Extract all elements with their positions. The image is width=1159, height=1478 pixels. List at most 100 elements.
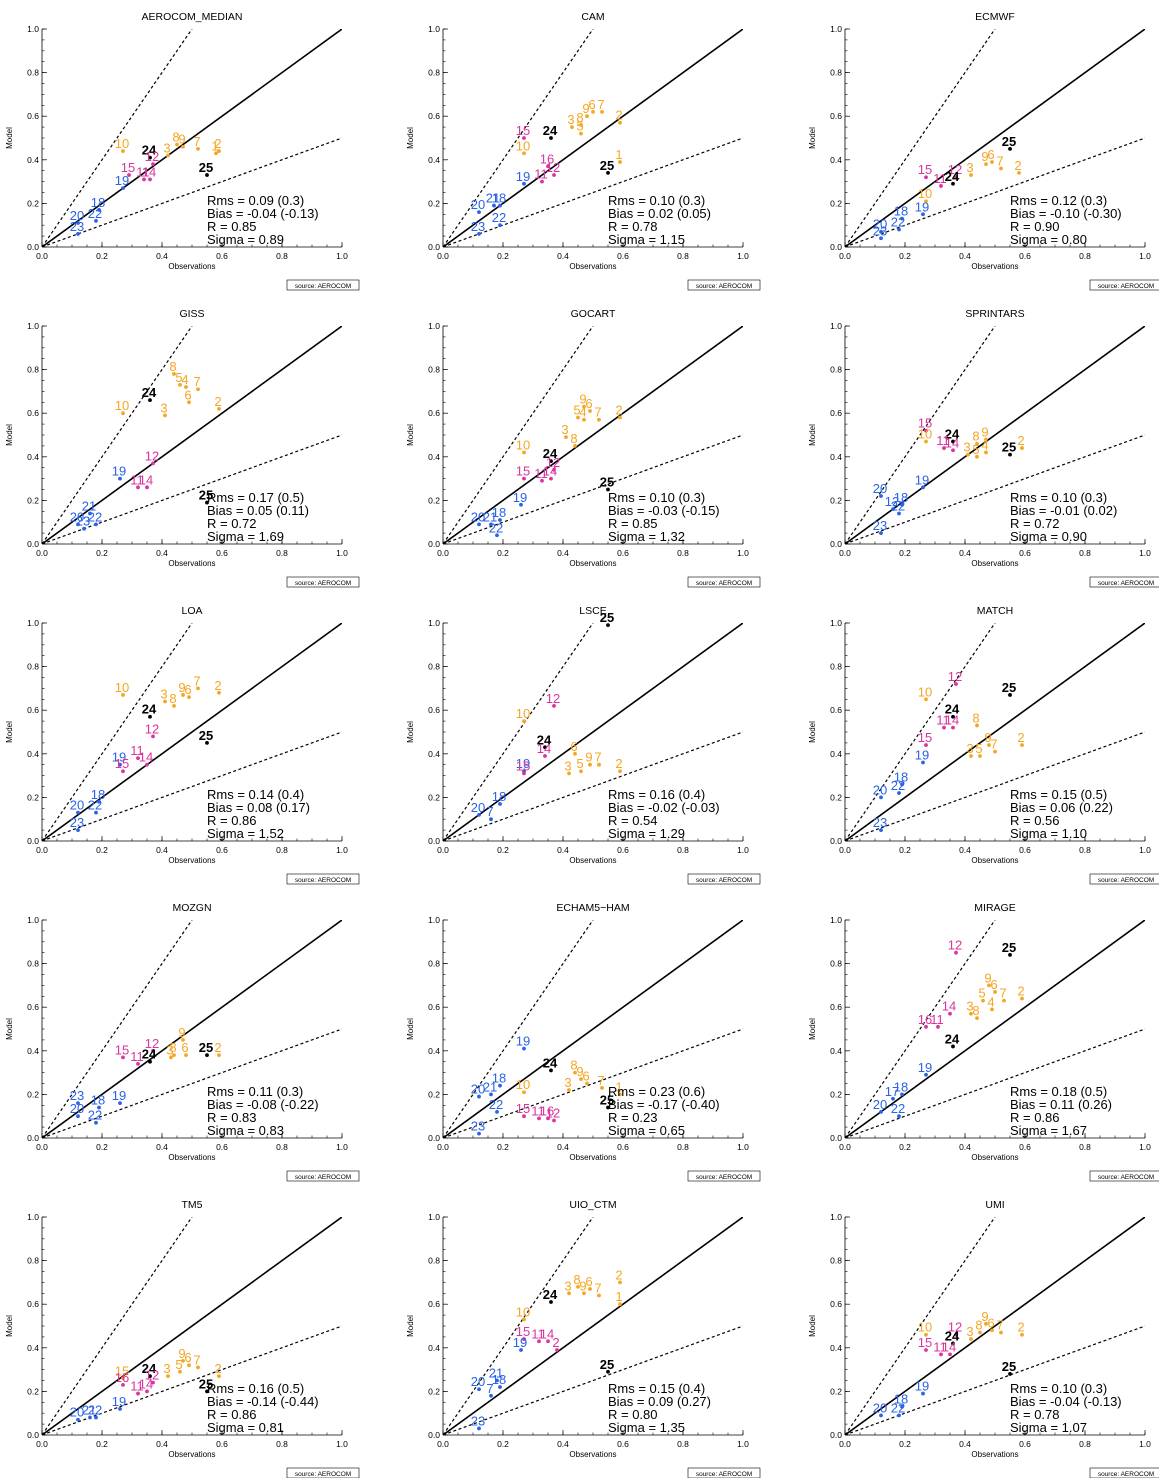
data-point (492, 203, 496, 208)
chart-title: UMI (985, 1199, 1004, 1211)
stats-bias: Bias = -0.02 (-0.03) (608, 800, 720, 815)
y-tick-label: 0.0 (428, 836, 440, 846)
data-point (477, 210, 481, 215)
factor-two-upper-line (845, 326, 996, 544)
data-point-label: 8 (576, 110, 583, 125)
chart-title: UIO_CTM (569, 1199, 616, 1211)
y-tick-label: 0.6 (27, 111, 39, 121)
data-point (181, 1038, 185, 1042)
x-tick-label: 0.6 (1019, 1439, 1031, 1449)
x-axis-title: Observations (569, 559, 616, 568)
data-point (1017, 170, 1021, 175)
data-point (522, 450, 526, 455)
data-point (166, 153, 170, 158)
data-point (477, 232, 481, 236)
data-point-label: 9 (579, 1278, 586, 1293)
data-point (489, 1092, 493, 1097)
x-tick-label: 0.2 (497, 1439, 509, 1449)
data-point-label: 3 (160, 400, 167, 415)
y-tick-label: 0.2 (428, 792, 440, 802)
data-point-label: 21 (486, 191, 500, 206)
scatter-panel: ECHAM5−HAM 0.0 0.0 0.2 0.2 0.4 0.4 0.6 0.6 0.8 0.8… (401, 891, 761, 1182)
source-box (687, 873, 761, 885)
data-point-label: 10 (918, 186, 932, 201)
stats-sigma: Sigma = 0.90 (1010, 529, 1087, 544)
x-tick-label: 0.6 (1019, 251, 1031, 261)
data-point-label: 14 (537, 741, 551, 756)
stats-r: R = 0.78 (608, 219, 658, 234)
y-tick-label: 0.0 (428, 539, 440, 549)
data-point (522, 719, 526, 723)
data-point-label: 16 (540, 1103, 554, 1118)
data-point-label: 22 (891, 215, 905, 230)
data-point (897, 791, 901, 795)
data-point-label: 6 (585, 1274, 592, 1289)
data-point (121, 186, 125, 191)
y-tick-label: 0.8 (27, 959, 39, 969)
data-point-label: 12 (145, 1368, 159, 1383)
data-point-label: 1 (211, 138, 218, 153)
data-point (522, 181, 526, 186)
x-tick-label: 0.0 (36, 548, 48, 558)
data-point-label: 2 (1017, 1320, 1024, 1335)
data-point (495, 533, 499, 538)
x-tick-label: 0.0 (839, 1439, 851, 1449)
data-point (205, 1389, 209, 1394)
y-tick-label: 0.0 (830, 1430, 842, 1440)
factor-two-upper-line (845, 29, 996, 247)
chart-title: MIRAGE (974, 902, 1015, 914)
y-tick-label: 0.2 (830, 1089, 842, 1099)
data-point-label: 9 (981, 1309, 988, 1324)
data-point-label: 6 (570, 739, 577, 754)
y-tick-label: 0.4 (428, 155, 440, 165)
one-to-one-line (845, 920, 1145, 1138)
data-point-label: 12 (948, 1320, 962, 1335)
data-point-label: 24 (945, 1328, 960, 1343)
x-tick-label: 0.2 (899, 845, 911, 855)
data-point (88, 1415, 92, 1420)
stats-bias: Bias = 0.05 (0.11) (207, 503, 309, 518)
data-point (966, 452, 970, 457)
data-point-label: 23 (70, 219, 84, 234)
data-point-label: 7 (486, 804, 493, 819)
factor-two-upper-line (42, 326, 193, 544)
x-tick-label: 0.4 (959, 251, 971, 261)
scatter-chart: AEROCOM_MEDIAN 0.00.0 0.2 0.2 0.4 0.4 0.6 0.6 0.… (5, 11, 360, 291)
data-point-label: 18 (492, 1372, 506, 1387)
y-axis-title: Model (406, 721, 415, 743)
data-point (936, 1024, 940, 1029)
source-label: source: AEROCOM (1098, 1471, 1154, 1478)
x-tick-label: 0.4 (557, 1142, 569, 1152)
data-point-label: 2 (214, 678, 221, 693)
data-point-label: 8 (972, 1003, 979, 1018)
x-tick-label: 0.8 (1079, 1142, 1091, 1152)
y-tick-label: 0.6 (830, 408, 842, 418)
y-tick-label: 0.6 (428, 1002, 440, 1012)
data-point-label: 18 (492, 1071, 506, 1086)
data-point-label: 19 (915, 748, 929, 763)
data-point (975, 454, 979, 459)
data-point-label: 24 (537, 732, 552, 747)
data-point-label: 9 (984, 730, 991, 745)
data-point (136, 756, 140, 761)
y-tick-label: 1.0 (27, 915, 39, 925)
factor-two-upper-line (42, 29, 193, 247)
data-point-label: 6 (588, 97, 595, 112)
data-point-label: 15 (115, 756, 129, 771)
data-point (900, 502, 904, 507)
one-to-one-line (845, 623, 1145, 841)
data-point (184, 385, 188, 389)
scatter-chart: CAM 0.00.0 0.2 0.2 0.4 0.4 0.6 0.6 0.8 0.8 1.0 1.0 O… (406, 11, 761, 291)
chart-title: LSCE (579, 605, 606, 617)
y-tick-label: 0.0 (830, 539, 842, 549)
data-point-label: 18 (894, 769, 908, 784)
data-point-label: 11 (130, 1049, 144, 1064)
scatter-chart: ECMWF 0.00.0 0.2 0.2 0.4 0.4 0.6 0.6 0.8 0.8 1.0 1.… (808, 11, 1159, 291)
reference-lines (443, 1217, 743, 1435)
data-point (172, 703, 176, 708)
data-point-label: 8 (570, 1058, 577, 1073)
x-tick-label: 0.4 (557, 251, 569, 261)
scatter-chart: MIRAGE 0.00.0 0.2 0.2 0.4 0.4 0.6 0.6 0.8 0.8 1.0 1… (808, 902, 1159, 1182)
data-point (522, 1337, 526, 1341)
stats-sigma: Sigma = 1.35 (608, 1420, 685, 1435)
